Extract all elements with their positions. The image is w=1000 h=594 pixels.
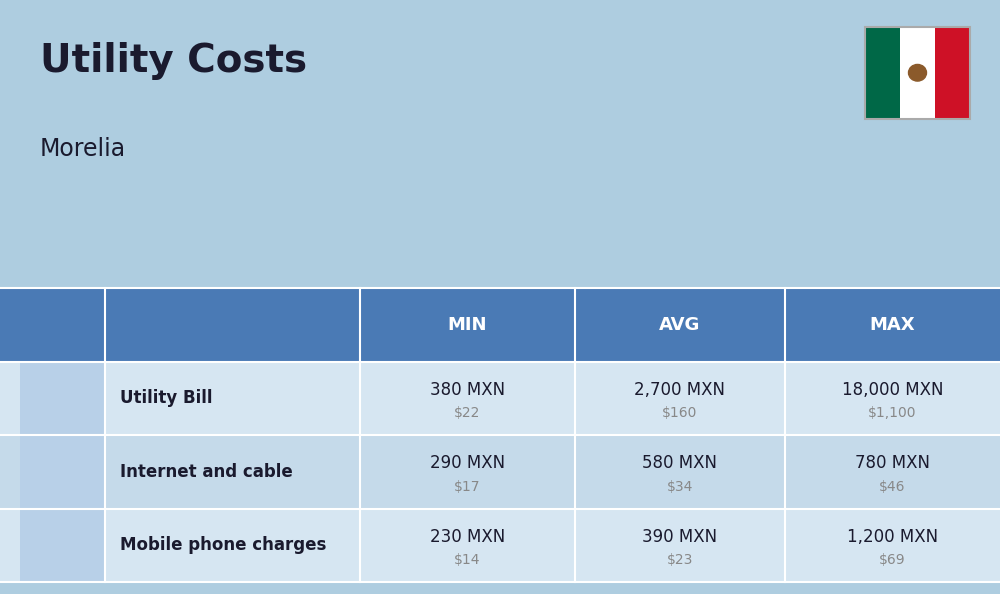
Bar [20, 508, 105, 582]
Text: $23: $23 [667, 553, 693, 567]
Text: 2,700 MXN: 2,700 MXN [634, 381, 725, 399]
Text: 580 MXN: 580 MXN [642, 454, 717, 472]
Text: MAX: MAX [870, 316, 915, 334]
Ellipse shape [908, 64, 926, 81]
Text: 290 MXN: 290 MXN [430, 454, 505, 472]
Bar [0, 362, 1000, 435]
Text: $22: $22 [454, 406, 481, 420]
Text: $34: $34 [667, 479, 693, 494]
Bar [0, 288, 1000, 362]
Bar [865, 27, 970, 119]
Bar [865, 27, 900, 119]
Text: Utility Bill: Utility Bill [120, 389, 212, 407]
Text: $69: $69 [879, 553, 906, 567]
Text: 1,200 MXN: 1,200 MXN [847, 527, 938, 545]
Text: $17: $17 [454, 479, 481, 494]
Text: 230 MXN: 230 MXN [430, 527, 505, 545]
Text: $46: $46 [879, 479, 906, 494]
Text: $1,100: $1,100 [868, 406, 917, 420]
Text: 18,000 MXN: 18,000 MXN [842, 381, 943, 399]
Text: Utility Costs: Utility Costs [40, 42, 307, 80]
Bar [935, 27, 970, 119]
Text: AVG: AVG [659, 316, 701, 334]
Text: 390 MXN: 390 MXN [642, 527, 718, 545]
Text: Internet and cable: Internet and cable [120, 463, 293, 481]
Bar [0, 508, 1000, 582]
Text: Morelia: Morelia [40, 137, 126, 160]
Text: Mobile phone charges: Mobile phone charges [120, 536, 326, 554]
Bar [0, 435, 1000, 508]
Text: 780 MXN: 780 MXN [855, 454, 930, 472]
Text: $14: $14 [454, 553, 481, 567]
Text: MIN: MIN [448, 316, 487, 334]
Text: $160: $160 [662, 406, 698, 420]
Bar [900, 27, 935, 119]
Bar [20, 435, 105, 508]
Text: 380 MXN: 380 MXN [430, 381, 505, 399]
Bar [20, 362, 105, 435]
